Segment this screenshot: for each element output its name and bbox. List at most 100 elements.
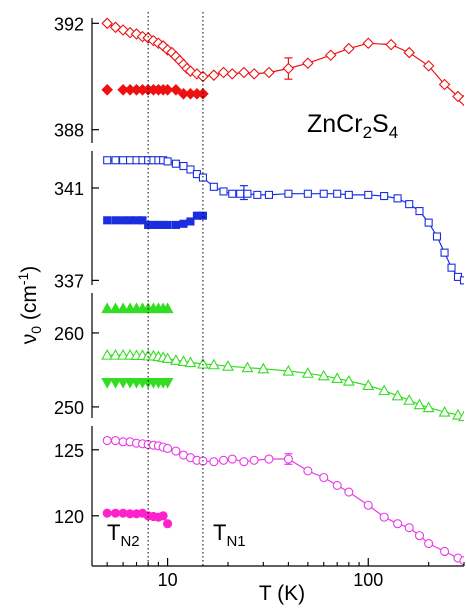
data-point-diamond-open <box>458 94 464 107</box>
panel-plot-area <box>101 302 464 422</box>
compound-annotation-base: ZnCr <box>307 110 363 138</box>
y-axis-label-sub: 0 <box>28 326 44 334</box>
data-point-circle-open <box>209 457 219 467</box>
data-point-triangle-up-open <box>109 348 122 360</box>
data-point-diamond-filled <box>170 84 182 96</box>
data-point-triangle-up-open <box>438 405 451 417</box>
data-point-square-open <box>264 190 274 199</box>
data-point-square-open <box>284 189 293 198</box>
panel-plot-area <box>102 435 464 566</box>
data-point-triangle-up-open <box>301 367 314 378</box>
panel-p260: 260 250 <box>54 293 464 422</box>
data-point-triangle-down-filled <box>101 377 114 389</box>
data-point-square-open <box>111 156 120 165</box>
data-point-triangle-up-filled <box>101 302 114 314</box>
tn1-label: TN1 <box>213 520 246 550</box>
data-point-triangle-down-filled <box>117 377 130 389</box>
data-point-circle-open <box>102 435 112 446</box>
y-tick-label: 388 <box>54 121 84 141</box>
data-point-square-filled <box>138 216 147 225</box>
data-point-square-open <box>171 159 180 168</box>
data-point-triangle-up-open <box>403 394 416 405</box>
data-point-square-filled <box>163 220 172 229</box>
data-point-square-open <box>103 156 112 165</box>
data-point-diamond-filled <box>161 84 174 96</box>
data-point-diamond-open <box>263 66 275 79</box>
data-point-triangle-up-open <box>362 379 375 391</box>
data-point-diamond-open <box>403 46 415 59</box>
panel-plot-area <box>101 17 464 107</box>
data-point-circle-open <box>283 454 293 464</box>
data-point-square-filled <box>111 216 120 225</box>
data-point-triangle-up-open <box>391 389 404 401</box>
data-point-square-open <box>364 190 373 199</box>
data-point-square-filled <box>103 216 112 225</box>
data-point-triangle-up-open <box>222 360 234 371</box>
data-point-triangle-up-filled <box>109 302 122 314</box>
data-point-square-open <box>405 200 414 209</box>
data-point-circle-open <box>249 455 259 465</box>
data-point-circle-filled <box>163 519 173 529</box>
data-point-circle-open <box>363 500 373 510</box>
data-point-circle-open <box>424 538 434 549</box>
data-point-diamond-open <box>343 42 355 55</box>
data-point-circle-open <box>404 523 414 533</box>
data-point-circle-open <box>218 455 229 465</box>
data-point-square-open <box>179 161 188 171</box>
y-axis-label-unit-sup: -1 <box>15 273 31 286</box>
data-point-square-open <box>236 189 245 198</box>
panel-p341: 341 337 <box>54 151 464 291</box>
data-point-square-open <box>119 156 128 165</box>
data-point-square-open <box>393 194 402 203</box>
tn2-label: TN2 <box>107 520 140 550</box>
compound-annotation-sub2: 4 <box>389 123 398 142</box>
panel-p125: 125 120 <box>54 426 464 566</box>
x-axis-label: T (K) <box>259 582 305 605</box>
data-point-triangle-up-open <box>282 364 295 376</box>
y-tick-label: 120 <box>54 507 84 527</box>
data-point-square-open <box>209 182 218 191</box>
data-point-diamond-open <box>282 62 295 75</box>
data-point-triangle-up-open <box>257 362 270 374</box>
y-tick-label: 125 <box>54 441 84 461</box>
data-point-square-open <box>228 189 237 198</box>
data-point-diamond-open <box>101 17 113 30</box>
data-point-triangle-up-filled <box>117 302 130 314</box>
data-point-circle-open <box>171 446 181 456</box>
data-point-square-open <box>219 187 228 196</box>
data-point-diamond-open <box>438 78 451 91</box>
data-point-circle-open <box>264 454 274 464</box>
data-point-square-open <box>459 276 464 285</box>
x-axis-ticks: 10 100 <box>92 558 465 590</box>
data-point-diamond-open <box>324 49 337 62</box>
data-point-circle-filled <box>158 511 168 521</box>
data-point-square-open <box>447 263 456 272</box>
data-point-triangle-down-filled <box>161 377 174 389</box>
compound-annotation-mid: S <box>372 110 389 138</box>
data-point-square-open <box>163 157 172 166</box>
compound-annotation-sub1: 2 <box>363 123 372 142</box>
data-point-square-filled <box>119 216 128 225</box>
data-point-diamond-filled <box>101 84 113 96</box>
data-point-square-open <box>243 189 252 198</box>
tn2-label-base: T <box>107 520 120 545</box>
data-point-square-open <box>186 165 195 174</box>
data-point-diamond-open <box>226 68 239 80</box>
data-point-square-open <box>319 189 328 198</box>
data-point-square-open <box>424 218 433 227</box>
y-axis-label-unit-pre: (cm <box>18 285 41 326</box>
data-point-diamond-open <box>362 37 375 50</box>
data-point-triangle-up-open <box>184 356 197 368</box>
panel-plot-area <box>103 156 464 285</box>
data-point-square-open <box>333 189 342 198</box>
data-point-diamond-open <box>248 68 260 80</box>
data-point-diamond-filled <box>197 88 209 100</box>
data-point-triangle-up-open <box>331 372 344 383</box>
chart-panels: 392 388 341 337 260 250 125 120 <box>54 14 464 566</box>
data-point-circle-filled <box>110 508 121 518</box>
data-point-triangle-up-open <box>117 348 130 360</box>
data-point-triangle-up-open <box>458 410 464 422</box>
compound-annotation: ZnCr2S4 <box>307 110 398 142</box>
data-point-triangle-up-open <box>378 384 391 396</box>
